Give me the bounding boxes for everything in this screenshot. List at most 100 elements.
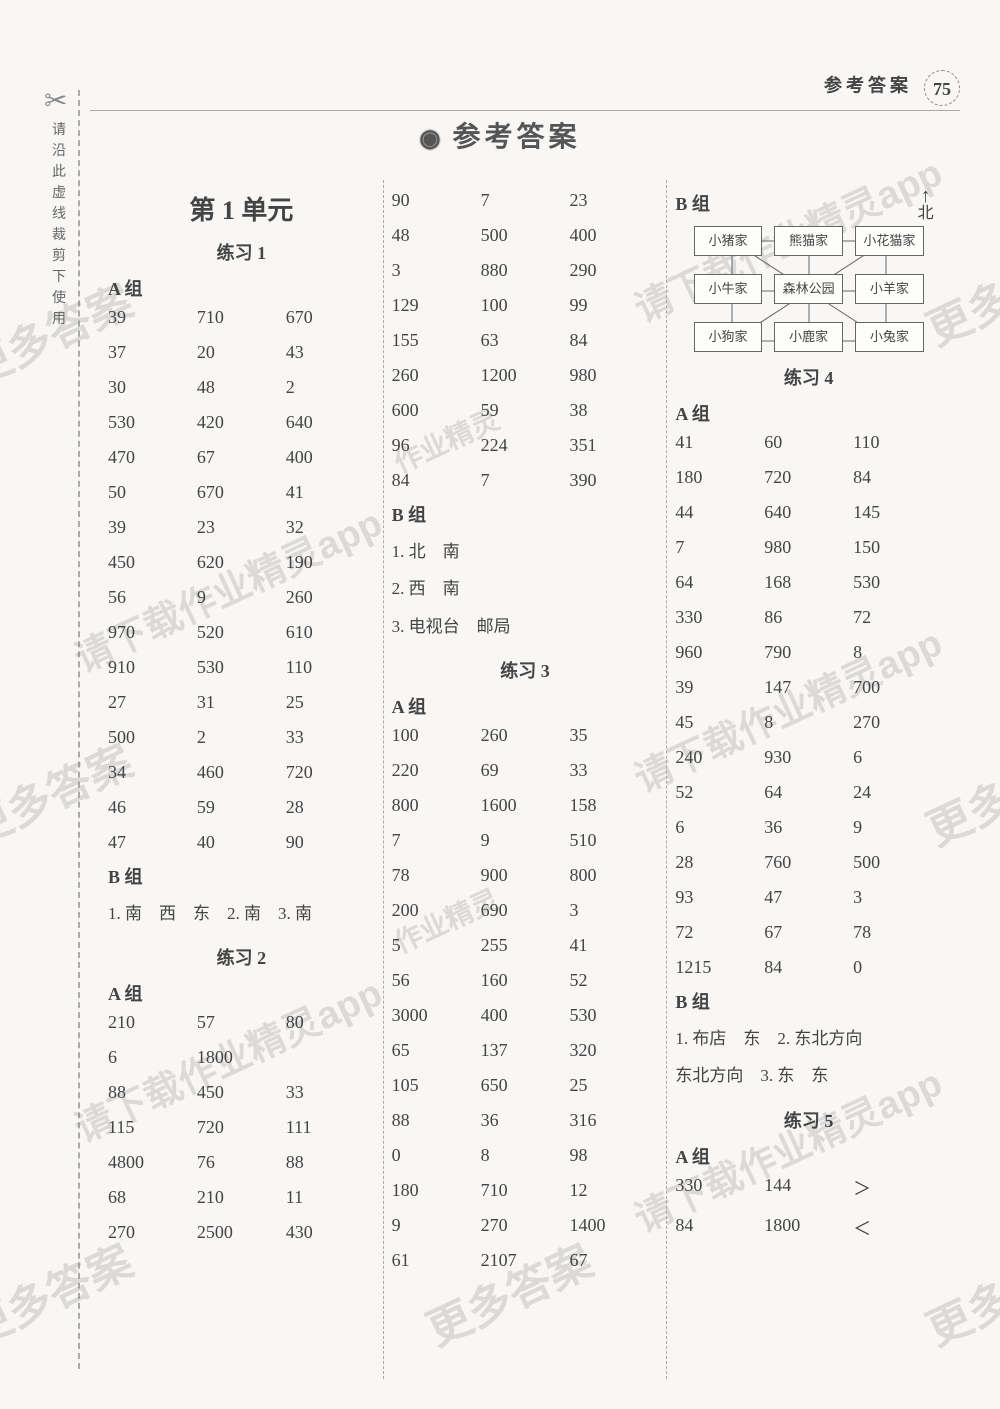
text-answers: 1. 布店 东 2. 东北方向东北方向 3. 东 东 — [675, 1020, 942, 1095]
answer-cell: 84 — [853, 467, 942, 488]
answer-cell: 500 — [481, 225, 570, 246]
answer-cell: 6 — [675, 817, 764, 838]
answer-cell: 8 — [764, 712, 853, 733]
answer-cell: 41 — [286, 482, 375, 503]
answer-cell: 9 — [197, 587, 286, 608]
practice-title: 练习 4 — [675, 364, 942, 390]
answer-cell: 48 — [197, 377, 286, 398]
answer-cell: ＜ — [853, 1215, 942, 1241]
text-answers: 1. 北 南2. 西 南3. 电视台 邮局 — [392, 533, 659, 645]
answer-cell: 520 — [197, 622, 286, 643]
answer-cell: ＞ — [853, 1175, 942, 1201]
answer-cell: 1600 — [481, 795, 570, 816]
diagram-box: 小狗家 — [694, 322, 763, 352]
answer-cell: 530 — [108, 412, 197, 433]
answer-cell: 930 — [764, 747, 853, 768]
answer-cell: 65 — [392, 1040, 481, 1061]
answer-cell: 52 — [675, 782, 764, 803]
answer-cell: 30 — [108, 377, 197, 398]
answer-cell — [286, 1047, 375, 1068]
answer-cell: 90 — [286, 832, 375, 853]
page-number: 75 — [924, 70, 960, 106]
answer-cell: 800 — [392, 795, 481, 816]
answer-cell: 40 — [197, 832, 286, 853]
answer-cell: 270 — [481, 1215, 570, 1236]
answer-cell: 4800 — [108, 1152, 197, 1173]
answer-cell: 530 — [853, 572, 942, 593]
answer-cell: 11 — [286, 1187, 375, 1208]
answer-line: 1. 布店 东 2. 东北方向 — [675, 1020, 942, 1057]
answer-cell: 64 — [675, 572, 764, 593]
answer-cell: 210 — [197, 1187, 286, 1208]
answer-cell: 760 — [764, 852, 853, 873]
answer-cell: 20 — [197, 342, 286, 363]
answer-cell: 72 — [675, 922, 764, 943]
diagram-box: 小牛家 — [694, 274, 763, 304]
answer-cell: 100 — [481, 295, 570, 316]
answer-cell: 180 — [675, 467, 764, 488]
answer-cell: 0 — [392, 1145, 481, 1166]
north-arrow: ↑北 — [918, 186, 934, 222]
answer-cell: 970 — [108, 622, 197, 643]
answer-cell: 25 — [286, 692, 375, 713]
answer-cell: 56 — [392, 970, 481, 991]
answer-cell: 980 — [569, 365, 658, 386]
answer-cell: 76 — [197, 1152, 286, 1173]
answer-cell: 93 — [675, 887, 764, 908]
answer-cell: 200 — [392, 900, 481, 921]
answer-cell: 36 — [764, 817, 853, 838]
answer-cell: 2107 — [481, 1250, 570, 1271]
answer-cell: 78 — [853, 922, 942, 943]
answer-cell: 168 — [764, 572, 853, 593]
answer-cell: 84 — [392, 470, 481, 491]
practice-title: 练习 1 — [108, 239, 375, 265]
answer-cell: 610 — [286, 622, 375, 643]
answer-cell: 1215 — [675, 957, 764, 978]
answer-cell: 2 — [286, 377, 375, 398]
answer-cell: 530 — [197, 657, 286, 678]
answer-cell: 400 — [286, 447, 375, 468]
answer-cell: 33 — [286, 727, 375, 748]
answer-cell: 60 — [764, 432, 853, 453]
answer-cell: 450 — [108, 552, 197, 573]
answer-cell: 9 — [392, 1215, 481, 1236]
answer-cell: 790 — [764, 642, 853, 663]
answer-cell: 59 — [197, 797, 286, 818]
answer-cell: 68 — [108, 1187, 197, 1208]
answer-cell: 23 — [197, 517, 286, 538]
answer-cell: 12 — [569, 1180, 658, 1201]
answer-cell: 600 — [392, 400, 481, 421]
answer-cell: 650 — [481, 1075, 570, 1096]
answer-cell: 147 — [764, 677, 853, 698]
answer-line: 2. 西 南 — [392, 570, 659, 607]
answer-cell: 72 — [853, 607, 942, 628]
answer-cell: 110 — [853, 432, 942, 453]
answer-cell: 450 — [197, 1082, 286, 1103]
answer-cell: 150 — [853, 537, 942, 558]
answer-cell: 28 — [675, 852, 764, 873]
answer-cell: 160 — [481, 970, 570, 991]
answer-cell: 2500 — [197, 1222, 286, 1243]
answer-cell: 144 — [764, 1175, 853, 1201]
answer-cell: 63 — [481, 330, 570, 351]
answer-cell: 220 — [392, 760, 481, 781]
answer-cell: 320 — [569, 1040, 658, 1061]
answer-cell: 400 — [481, 1005, 570, 1026]
answer-cell: 88 — [392, 1110, 481, 1131]
answer-cell: 44 — [675, 502, 764, 523]
answer-cell: 39 — [108, 307, 197, 328]
answer-cell: 37 — [108, 342, 197, 363]
answer-cell: 180 — [392, 1180, 481, 1201]
answer-cell: 2 — [197, 727, 286, 748]
answer-cell: 67 — [764, 922, 853, 943]
answer-cell: 46 — [108, 797, 197, 818]
answer-cell: 33 — [569, 760, 658, 781]
answer-cell: 260 — [481, 725, 570, 746]
answer-cell: 0 — [853, 957, 942, 978]
answer-cell: 80 — [286, 1012, 375, 1033]
answer-cell: 720 — [286, 762, 375, 783]
answer-cell: 7 — [481, 470, 570, 491]
answer-cell: 36 — [481, 1110, 570, 1131]
answer-cell: 330 — [675, 1175, 764, 1201]
answer-cell: 28 — [286, 797, 375, 818]
